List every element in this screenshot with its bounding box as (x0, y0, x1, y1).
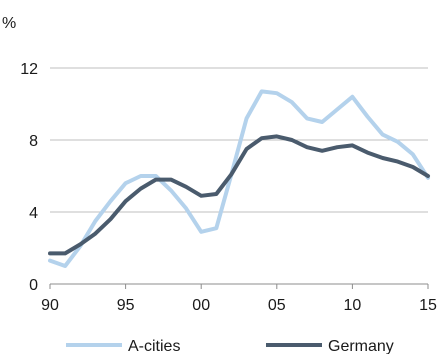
x-tick-label-15: 15 (419, 297, 437, 314)
y-tick-label-8: 8 (29, 133, 38, 150)
x-axis (49, 283, 429, 289)
y-tick-label-12: 12 (20, 61, 38, 78)
y-tick-label-0: 0 (29, 277, 38, 294)
legend: A-cities Germany (66, 338, 394, 354)
x-tick-label-00: 00 (192, 297, 210, 314)
series-line-germany (48, 134, 430, 256)
x-tick-label-10: 10 (344, 297, 362, 314)
series-line-a-cities (48, 89, 430, 268)
y-axis-unit-label: % (2, 15, 16, 32)
x-tick-label-95: 95 (117, 297, 135, 314)
legend-label-germany: Germany (328, 338, 394, 354)
x-axis-tick-labels: 90 95 00 05 10 15 (41, 297, 437, 314)
series-lines (48, 89, 430, 268)
x-tick-label-90: 90 (41, 297, 59, 314)
legend-label-a-cities: A-cities (128, 338, 180, 354)
y-axis-tick-labels: 0 4 8 12 (20, 61, 38, 294)
x-tick-label-05: 05 (268, 297, 286, 314)
y-tick-label-4: 4 (29, 205, 38, 222)
